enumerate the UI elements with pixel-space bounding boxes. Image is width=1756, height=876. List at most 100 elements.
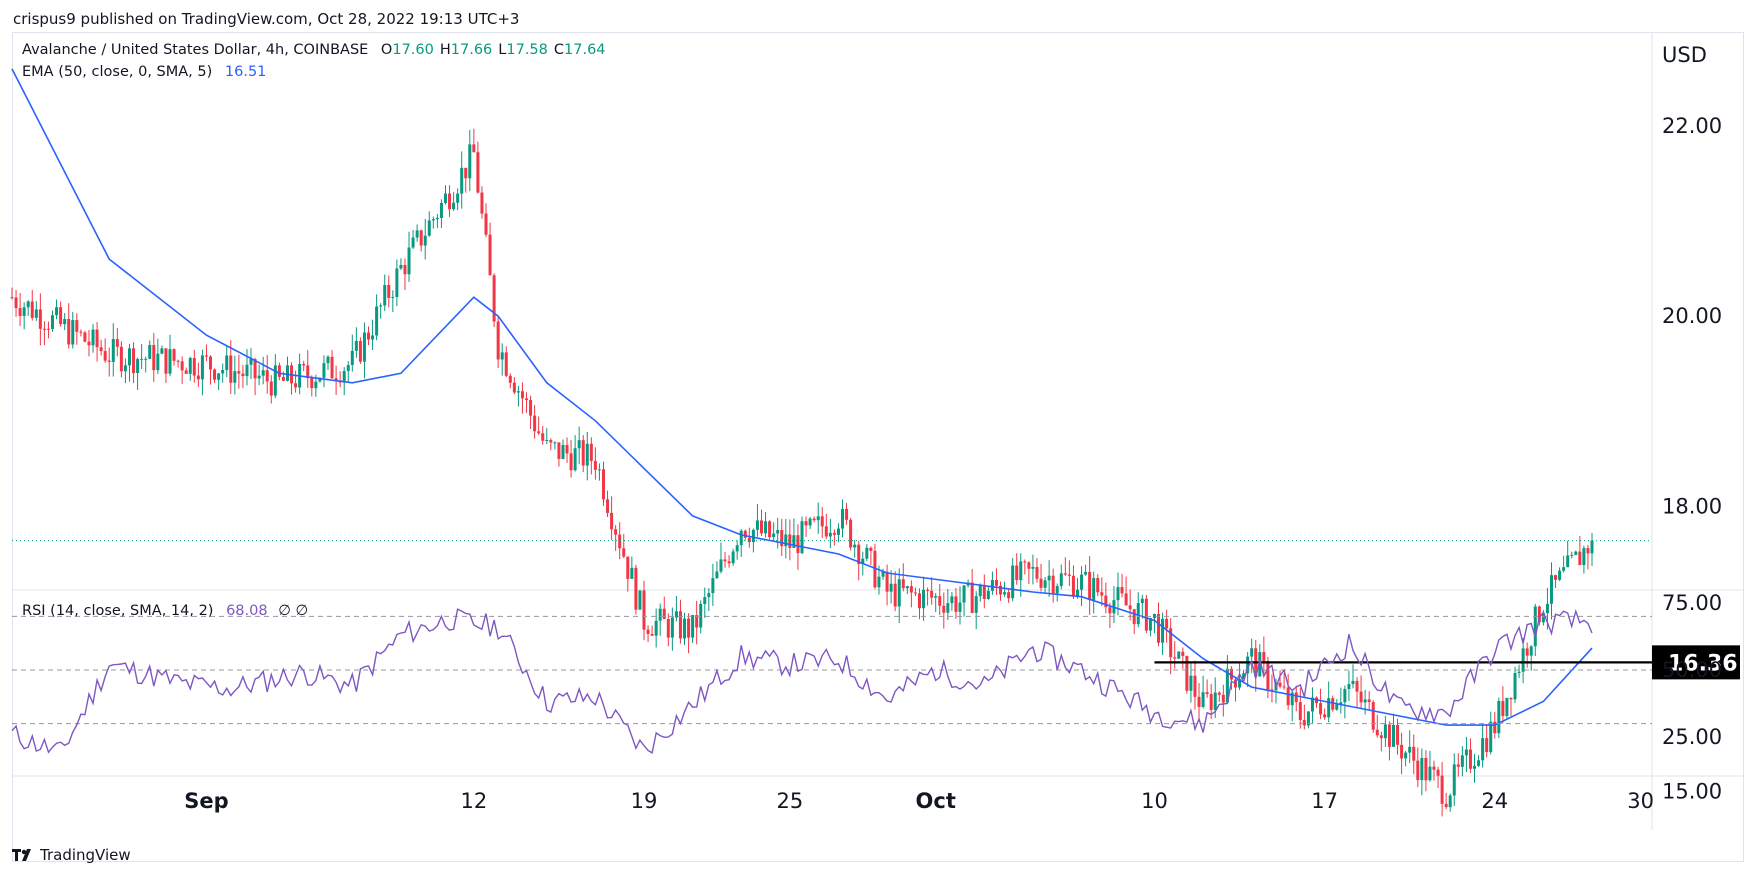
candle-body — [277, 365, 281, 377]
candle-body — [1229, 668, 1233, 680]
candle-body — [38, 309, 42, 329]
rsi-value: 68.08 — [226, 603, 268, 619]
candle-body — [107, 360, 111, 362]
candle-body — [901, 579, 905, 589]
candle-body — [1092, 578, 1096, 600]
candle-body — [893, 583, 897, 607]
candle-body — [1578, 551, 1582, 566]
candle-body — [1468, 749, 1472, 769]
candle-body — [857, 544, 861, 565]
candle-body — [1339, 702, 1343, 705]
candle-body — [954, 596, 958, 612]
candle-body — [614, 529, 618, 535]
candle-body — [1019, 561, 1023, 581]
candle-body — [861, 558, 865, 565]
candle-body — [1084, 571, 1088, 575]
candle-body — [1436, 769, 1440, 776]
candle-body — [1541, 613, 1545, 623]
candle-body — [1120, 587, 1124, 594]
candle-body — [759, 520, 763, 534]
candle-body — [1371, 702, 1375, 730]
candle-body — [160, 348, 164, 354]
candle-body — [391, 297, 395, 299]
time-tick-label: 19 — [631, 789, 658, 813]
candle-body — [950, 596, 954, 604]
footer: TradingView — [12, 846, 131, 864]
candle-body — [1412, 746, 1416, 761]
candle-body — [1063, 573, 1067, 575]
candle-body — [654, 620, 658, 636]
ohlc-l: L17.58 — [498, 42, 548, 58]
candle-body — [812, 518, 816, 521]
rsi-label: RSI (14, close, SMA, 14, 2) — [22, 603, 214, 619]
candle-body — [192, 358, 196, 376]
candle-body — [306, 365, 310, 379]
price-tick-label: 15.00 — [1662, 780, 1722, 804]
ema-label: EMA (50, close, 0, SMA, 5) — [22, 64, 213, 80]
candle-body — [561, 445, 565, 459]
candle-body — [26, 301, 30, 308]
candle-body — [658, 608, 662, 621]
candle-body — [156, 353, 160, 371]
candle-body — [460, 167, 464, 194]
candle-body — [468, 144, 472, 179]
candle-body — [10, 297, 14, 299]
candle-body — [707, 593, 711, 598]
candle-body — [905, 586, 909, 589]
candle-body — [816, 516, 820, 521]
candle-body — [435, 217, 439, 220]
candle-body — [99, 347, 103, 352]
candle-body — [634, 567, 638, 610]
candle-body — [808, 518, 812, 526]
candle-body — [727, 561, 731, 564]
candle-body — [1096, 578, 1100, 593]
candle-body — [1246, 656, 1250, 674]
candle-body — [1051, 575, 1055, 594]
candle-body — [1489, 721, 1493, 753]
candle-body — [294, 383, 298, 388]
candle-body — [946, 603, 950, 613]
candle-body — [1003, 592, 1007, 595]
candle-body — [553, 442, 557, 444]
candle-body — [245, 364, 249, 377]
ema-line — [11, 68, 1593, 726]
candle-body — [59, 307, 63, 325]
candle-body — [670, 617, 674, 638]
candle-body — [1173, 657, 1177, 659]
candle-body — [1193, 675, 1197, 697]
candle-body — [452, 202, 456, 210]
candle-body — [55, 307, 59, 316]
candle-body — [375, 306, 379, 336]
time-tick-label: 12 — [460, 789, 487, 813]
candle-body — [958, 602, 962, 612]
candle-body — [1104, 595, 1108, 608]
candle-body — [1205, 692, 1209, 695]
candle-body — [922, 589, 926, 609]
candle-body — [1428, 766, 1432, 781]
candle-body — [136, 358, 140, 374]
candle-body — [768, 521, 772, 538]
candle-body — [508, 375, 512, 383]
candle-body — [172, 349, 176, 361]
rsi-tick-label: 50.00 — [1662, 658, 1722, 682]
candle-body — [784, 534, 788, 547]
resistance-label: 16.36 — [1668, 651, 1738, 676]
candle-body — [1416, 760, 1420, 781]
candle-body — [379, 305, 383, 307]
candle-body — [140, 358, 144, 360]
candle-body — [249, 359, 253, 365]
candle-body — [573, 448, 577, 471]
candle-body — [1359, 691, 1363, 703]
candle-body — [1294, 692, 1298, 703]
candle-body — [464, 167, 468, 179]
candle-body — [443, 193, 447, 203]
candle-body — [1335, 704, 1339, 710]
candle-body — [897, 579, 901, 607]
candle-body — [565, 445, 569, 454]
candle-body — [302, 363, 306, 366]
candle-body — [1165, 618, 1169, 629]
candle-body — [828, 532, 832, 537]
candle-body — [1537, 606, 1541, 623]
candle-body — [1529, 646, 1533, 656]
